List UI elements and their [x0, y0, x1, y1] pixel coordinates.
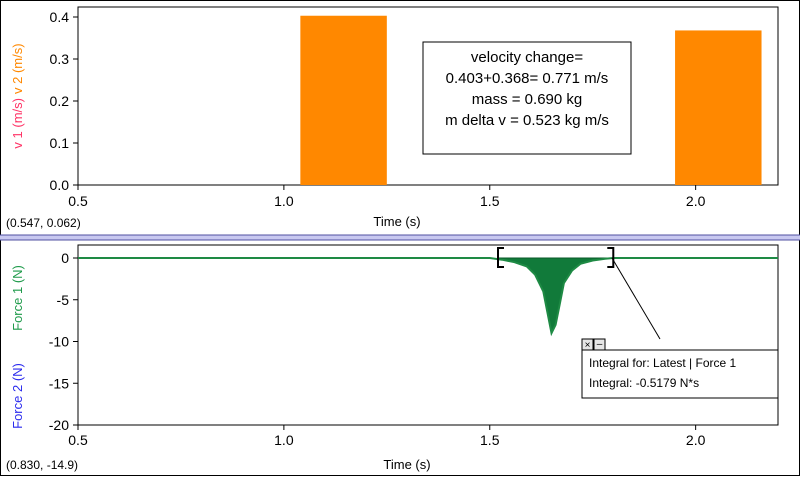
velocity-cursor-readout: (0.547, 0.062) [6, 216, 81, 230]
velocity-y-axis-label: v 1 (m/s)v 2 (m/s) [10, 43, 25, 148]
velocity-y-tick-label: 0.4 [50, 9, 70, 25]
velocity-x-tick-label: 2.0 [686, 193, 706, 209]
annotation-line-4: m delta v = 0.523 kg m/s [445, 112, 609, 129]
force-y-tick-label: -20 [49, 417, 69, 433]
force-x-tick-label: 1.0 [274, 432, 294, 448]
velocity-y-ticks: 0.0 0.1 0.2 0.3 0.4 [50, 9, 78, 193]
velocity-bar-1 [300, 15, 387, 185]
velocity-x-ticks: 0.5 1.0 1.5 2.0 [68, 185, 706, 209]
force-x-axis-label: Time (s) [383, 457, 430, 472]
force-x-tick-label: 1.5 [480, 432, 500, 448]
velocity-x-axis-label: Time (s) [373, 214, 420, 229]
velocity-annotation-box[interactable]: velocity change= 0.403+0.368= 0.771 m/s … [422, 41, 632, 155]
force-y-tick-label: 0 [61, 250, 69, 266]
minimize-icon: – [597, 339, 603, 350]
integral-close-button[interactable]: × [581, 338, 594, 351]
velocity-x-tick-label: 1.5 [480, 193, 500, 209]
velocity-x-tick-label: 0.5 [68, 193, 88, 209]
force-x-tick-label: 0.5 [68, 432, 88, 448]
velocity-bars [300, 15, 762, 185]
selection-left-bracket[interactable] [497, 247, 504, 268]
velocity-graph[interactable]: 0.0 0.1 0.2 0.3 0.4 0.5 1.0 1.5 2.0 v 1 (m/s)v … [6, 6, 779, 230]
selection-right-bracket[interactable] [607, 247, 615, 268]
force-cursor-readout: (0.830, -14.9) [6, 458, 78, 472]
velocity-y-tick-label: 0.1 [50, 135, 70, 151]
integral-readout-box[interactable]: Integral for: Latest | Force 1 Integral:… [581, 338, 779, 399]
integral-selection-brackets[interactable] [497, 247, 615, 268]
integral-label-line: Integral for: Latest | Force 1 [589, 356, 737, 370]
velocity-y-tick-label: 0.2 [50, 93, 70, 109]
force-y-tick-label: -5 [57, 292, 70, 308]
velocity-x-tick-label: 1.0 [274, 193, 294, 209]
force-2-y-axis-label: Force 2 (N) [10, 363, 25, 429]
force-y-tick-label: -15 [49, 375, 69, 391]
close-icon: × [585, 340, 591, 351]
integral-minimize-button[interactable]: – [593, 338, 606, 351]
annotation-line-2: 0.403+0.368= 0.771 m/s [446, 70, 609, 87]
velocity-y-tick-label: 0.3 [50, 51, 70, 67]
integral-value-line: Integral: -0.5179 N*s [589, 376, 699, 390]
force-1-y-axis-label: Force 1 (N) [10, 265, 25, 331]
velocity-bar-2 [675, 30, 762, 185]
force-y-ticks: 0 -5 -10 -15 -20 [49, 250, 78, 433]
graph-divider[interactable] [0, 235, 800, 240]
annotation-line-1: velocity change= [471, 49, 583, 66]
force-y-tick-label: -10 [49, 334, 69, 350]
force-1-trace [78, 257, 778, 337]
integral-leader-line [611, 257, 661, 340]
force-x-tick-label: 2.0 [686, 432, 706, 448]
velocity-y-tick-label: 0.0 [50, 177, 70, 193]
annotation-line-3: mass = 0.690 kg [472, 91, 582, 108]
force-x-ticks: 0.5 1.0 1.5 2.0 [68, 425, 706, 448]
force-graph[interactable]: 0 -5 -10 -15 -20 0.5 1.0 1.5 2.0 Integral for: … [6, 244, 779, 472]
